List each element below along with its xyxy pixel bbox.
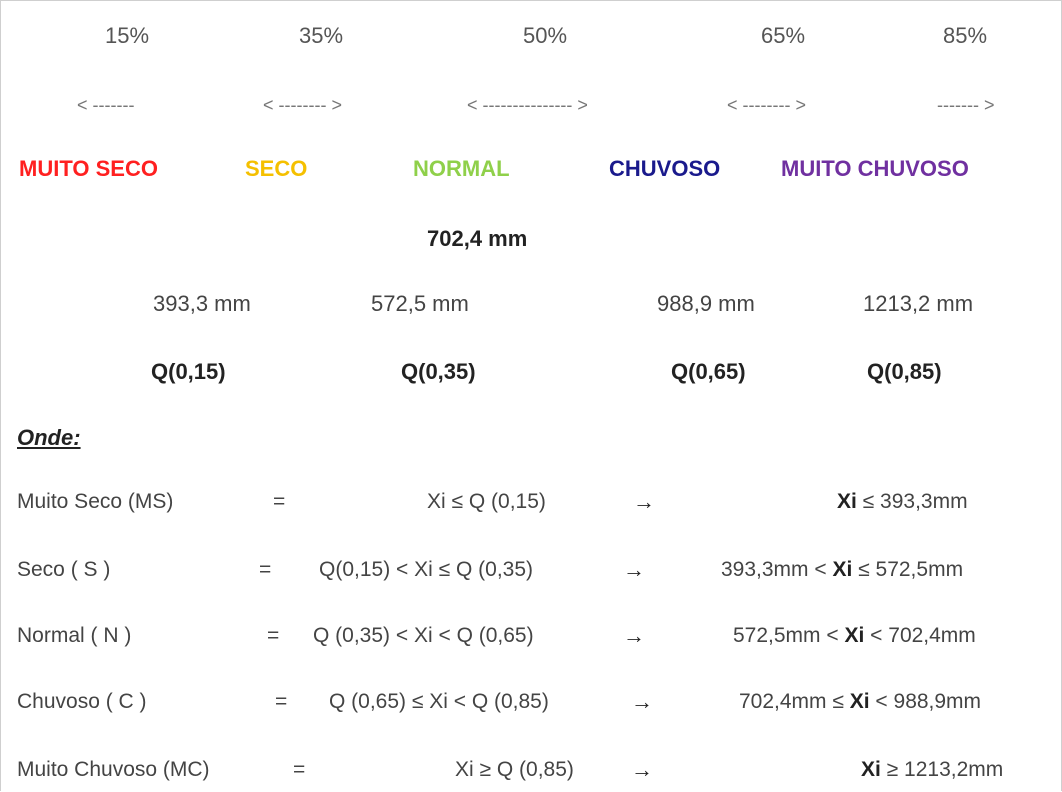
- range-arrow-4: < -------- >: [727, 95, 806, 115]
- def-eq-s: =: [259, 558, 272, 581]
- xi-bold: Xi: [861, 758, 881, 781]
- xi-bold: Xi: [832, 558, 853, 581]
- def-result-s: 393,3mm < Xi ≤ 572,5mm: [721, 558, 964, 581]
- def-eq-c: =: [275, 690, 288, 713]
- def-cond-ms: Xi ≤ Q (0,15): [427, 490, 546, 513]
- quantile-value-035: 572,5 mm: [371, 291, 469, 316]
- median-value: 702,4 mm: [427, 226, 528, 251]
- range-arrow-3: < --------------- >: [467, 95, 588, 115]
- quantile-label-015: Q(0,15): [151, 359, 226, 384]
- class-seco: SECO: [245, 156, 308, 181]
- xi-bold: Xi: [837, 490, 857, 513]
- range-arrow-1: < -------: [77, 95, 135, 115]
- class-muito-chuvoso: MUITO CHUVOSO: [781, 156, 969, 181]
- def-eq-mc: =: [293, 758, 306, 781]
- percentile-65: 65%: [761, 23, 806, 48]
- arrow-n: →: [623, 623, 645, 648]
- quantile-value-015: 393,3 mm: [153, 291, 251, 316]
- quantile-value-085: 1213,2 mm: [863, 291, 974, 316]
- def-result-c: 702,4mm ≤ Xi < 988,9mm: [739, 690, 982, 713]
- def-name-ms: Muito Seco (MS): [17, 490, 174, 513]
- quantile-value-065: 988,9 mm: [657, 291, 755, 316]
- def-cond-s: Q(0,15) < Xi ≤ Q (0,35): [319, 558, 534, 581]
- arrow-c: →: [631, 689, 653, 714]
- def-result-n: 572,5mm < Xi < 702,4mm: [733, 624, 976, 647]
- percentile-15: 15%: [105, 23, 150, 48]
- quantile-label-035: Q(0,35): [401, 359, 476, 384]
- arrow-ms: →: [633, 489, 655, 514]
- def-name-c: Chuvoso ( C ): [17, 690, 147, 713]
- quantile-label-065: Q(0,65): [671, 359, 746, 384]
- def-name-n: Normal ( N ): [17, 624, 132, 647]
- range-arrow-5: ------- >: [937, 95, 995, 115]
- percentile-50: 50%: [523, 23, 568, 48]
- percentile-85: 85%: [943, 23, 988, 48]
- class-chuvoso: CHUVOSO: [609, 156, 721, 181]
- def-cond-c: Q (0,65) ≤ Xi < Q (0,85): [329, 690, 549, 713]
- xi-bold: Xi: [844, 624, 865, 647]
- def-result-ms: Xi ≤ 393,3mm: [837, 490, 968, 513]
- def-eq-n: =: [267, 624, 280, 647]
- def-cond-mc: Xi ≥ Q (0,85): [455, 758, 574, 781]
- def-name-s: Seco ( S ): [17, 558, 111, 581]
- def-cond-n: Q (0,35) < Xi < Q (0,65): [313, 624, 534, 647]
- def-name-mc: Muito Chuvoso (MC): [17, 758, 210, 781]
- arrow-mc: →: [631, 757, 653, 782]
- xi-bold: Xi: [849, 690, 870, 713]
- onde-heading: Onde:: [17, 425, 81, 450]
- percentile-35: 35%: [299, 23, 344, 48]
- arrow-s: →: [623, 557, 645, 582]
- def-result-mc: Xi ≥ 1213,2mm: [861, 758, 1004, 781]
- quantile-label-085: Q(0,85): [867, 359, 942, 384]
- def-eq-ms: =: [273, 490, 286, 513]
- class-muito-seco: MUITO SECO: [19, 156, 158, 181]
- range-arrow-2: < -------- >: [263, 95, 342, 115]
- class-normal: NORMAL: [413, 156, 510, 181]
